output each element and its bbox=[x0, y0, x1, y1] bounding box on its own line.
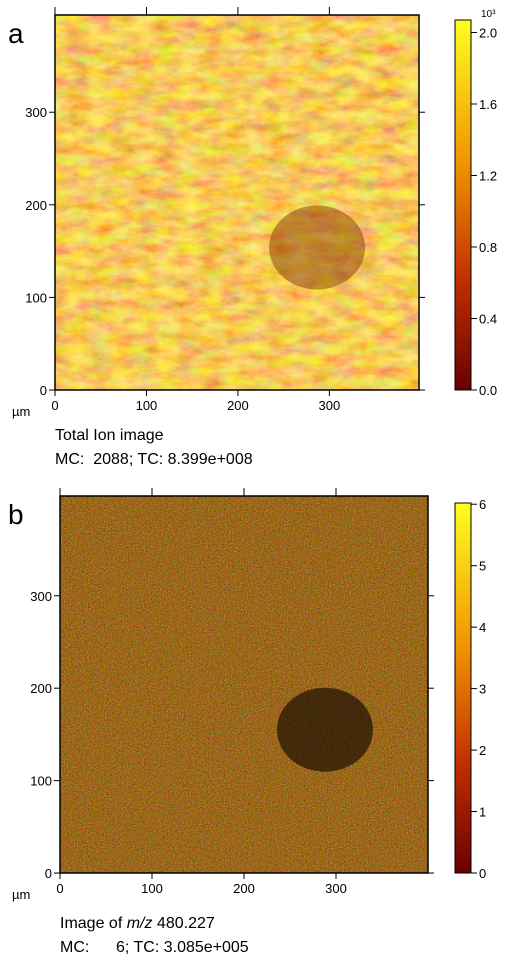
colorbar bbox=[454, 502, 472, 874]
stats: MC: 6; TC: 3.085e+005 bbox=[60, 939, 249, 956]
x-tick-label: 200 bbox=[233, 881, 255, 896]
colorbar-tick-label: 2.0 bbox=[479, 26, 497, 41]
caption-prefix: Total Ion image bbox=[55, 427, 164, 444]
x-tick-label: 0 bbox=[56, 881, 63, 896]
ion-image bbox=[55, 15, 419, 390]
panel-label: a bbox=[8, 18, 24, 49]
colorbar-tick-label: 0.8 bbox=[479, 240, 497, 255]
colorbar-tick-label: 0 bbox=[479, 866, 486, 881]
colorbar-tick-label: 1 bbox=[479, 805, 486, 820]
x-tick-label: 0 bbox=[51, 398, 58, 413]
axis-unit: µm bbox=[12, 887, 30, 902]
y-tick-label: 300 bbox=[30, 589, 52, 604]
x-tick-label: 100 bbox=[136, 398, 158, 413]
x-tick-label: 300 bbox=[319, 398, 341, 413]
colorbar-tick-label: 1.6 bbox=[479, 97, 497, 112]
caption: Image of m/z 480.227 bbox=[60, 915, 215, 932]
stats: MC: 2088; TC: 8.399e+008 bbox=[55, 451, 253, 468]
x-tick-label: 200 bbox=[227, 398, 249, 413]
y-tick-label: 100 bbox=[25, 290, 47, 305]
panel-label: b bbox=[8, 499, 24, 530]
colorbar bbox=[454, 19, 472, 391]
colorbar-tick-label: 5 bbox=[479, 559, 486, 574]
colorbar-tick-label: 2 bbox=[479, 743, 486, 758]
colorbar-tick-label: 0.0 bbox=[479, 383, 497, 398]
caption-prefix: Image of bbox=[60, 915, 127, 932]
caption-suffix: 480.227 bbox=[152, 915, 214, 932]
x-tick-label: 300 bbox=[325, 881, 347, 896]
y-tick-label: 200 bbox=[30, 681, 52, 696]
axis-unit: µm bbox=[12, 404, 30, 419]
caption: Total Ion image bbox=[55, 427, 164, 444]
ion-image bbox=[60, 496, 428, 873]
caption-italic: m/z bbox=[127, 915, 153, 932]
y-tick-label: 300 bbox=[25, 105, 47, 120]
colorbar-tick-label: 4 bbox=[479, 620, 486, 635]
colorbar-tick-label: 1.2 bbox=[479, 169, 497, 184]
y-tick-label: 0 bbox=[40, 383, 47, 398]
image-feature bbox=[269, 205, 366, 290]
colorbar-tick-label: 6 bbox=[479, 497, 486, 512]
colorbar-tick-label: 0.4 bbox=[479, 312, 497, 327]
image-feature bbox=[276, 687, 373, 772]
image-frame bbox=[54, 14, 420, 391]
y-tick-label: 200 bbox=[25, 198, 47, 213]
y-tick-label: 0 bbox=[45, 866, 52, 881]
y-tick-label: 100 bbox=[30, 774, 52, 789]
x-tick-label: 100 bbox=[141, 881, 163, 896]
colorbar-exponent: 10³ bbox=[481, 9, 496, 20]
colorbar-tick-label: 3 bbox=[479, 682, 486, 697]
